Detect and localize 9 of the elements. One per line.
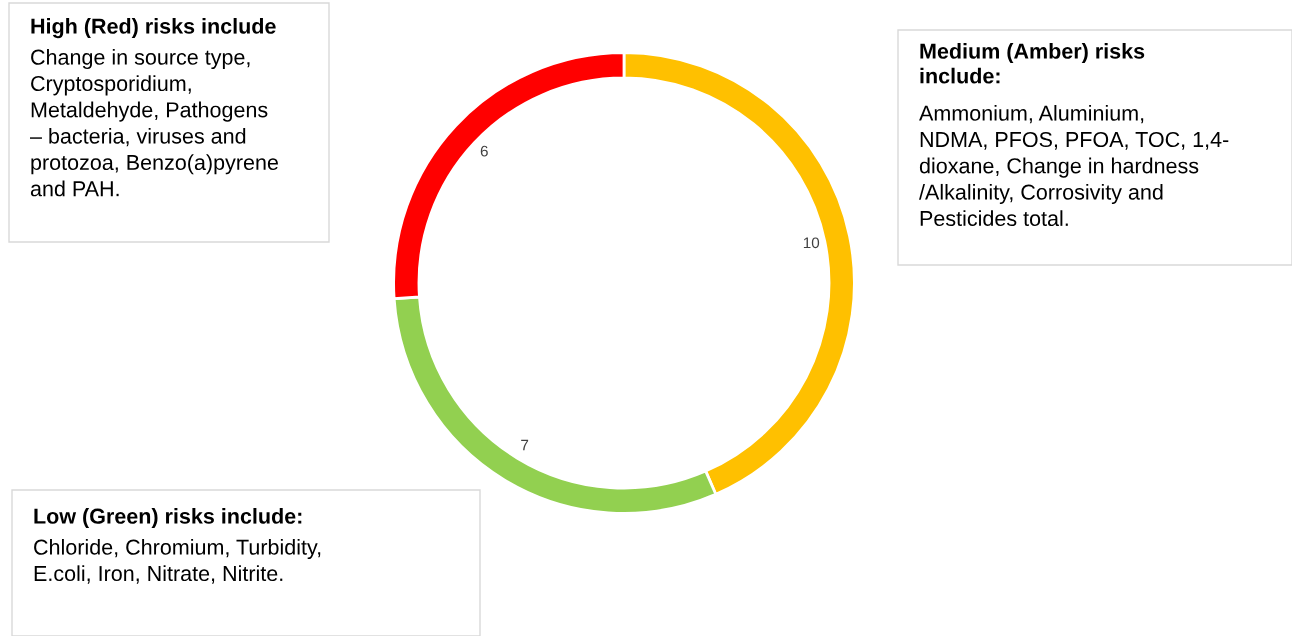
- text: Low (Green) risks include:: [34, 508, 302, 529]
- text: Change in source type, Cryptosporidium, Metaldehyde, Pathogens – bacteria, viruses and protozoa, Benzo(a)pyrene and PAH.: [30, 49, 278, 197]
- data-label: 10: [803, 237, 820, 249]
- text: Ammonium, Aluminium, NDMA, PFOS, PFOA, TOC, 1,4- dioxane, Change in hardness /Alkalinity, Corrosivity and Pesticides total.: [919, 105, 1229, 227]
- text: High (Red) risks include: [31, 18, 276, 39]
- data-label: 7: [521, 439, 529, 451]
- text: Medium (Amber) risks include:: [920, 43, 1145, 84]
- text: Chloride, Chromium, Turbidity, E.coli, Iron, Nitrate, Nitrite.: [34, 539, 321, 584]
- data-label: 6: [480, 145, 488, 157]
